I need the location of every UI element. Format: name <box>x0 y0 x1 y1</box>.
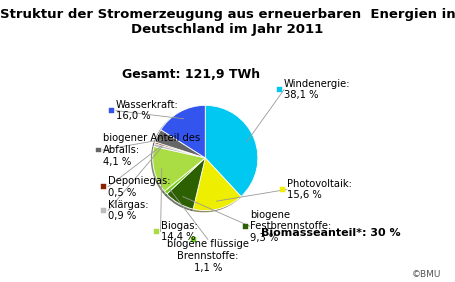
Text: biogener Anteil des
Abfalls:
4,1 %: biogener Anteil des Abfalls: 4,1 % <box>103 133 200 167</box>
Text: Biogas:
14,4 %: Biogas: 14,4 % <box>161 221 197 242</box>
Text: Photovoltaik:
15,6 %: Photovoltaik: 15,6 % <box>287 179 352 200</box>
Text: Gesamt: 121,9 TWh: Gesamt: 121,9 TWh <box>122 68 260 81</box>
Wedge shape <box>167 158 205 209</box>
Bar <box>101 208 106 213</box>
Text: Struktur der Stromerzeugung aus erneuerbaren  Energien in
Deutschland im Jahr 20: Struktur der Stromerzeugung aus erneuerb… <box>0 8 455 36</box>
Wedge shape <box>193 158 241 210</box>
Text: Wasserkraft:
16,0 %: Wasserkraft: 16,0 % <box>116 100 179 121</box>
Bar <box>154 229 159 234</box>
Text: Biomasseanteil*: 30 %: Biomasseanteil*: 30 % <box>261 228 400 238</box>
Wedge shape <box>205 105 258 197</box>
Text: Klärgas:
0,9 %: Klärgas: 0,9 % <box>108 200 148 221</box>
Text: Deponiegas:
0,5 %: Deponiegas: 0,5 % <box>108 176 171 198</box>
Wedge shape <box>165 158 205 194</box>
Text: biogene
Festbrennstoffe:
9,3 %: biogene Festbrennstoffe: 9,3 % <box>250 210 331 243</box>
Wedge shape <box>161 105 205 158</box>
Bar <box>96 148 101 152</box>
Text: Windenergie:
38,1 %: Windenergie: 38,1 % <box>284 79 351 100</box>
Bar <box>109 108 114 113</box>
Bar <box>101 184 106 189</box>
Wedge shape <box>155 142 205 158</box>
Bar <box>243 224 248 229</box>
Wedge shape <box>153 146 205 191</box>
Wedge shape <box>154 144 205 158</box>
Bar <box>278 87 282 92</box>
Text: ©BMU: ©BMU <box>412 270 441 279</box>
Wedge shape <box>155 130 205 158</box>
Bar <box>191 237 196 242</box>
Text: biogene flüssige
Brennstoffe:
1,1 %: biogene flüssige Brennstoffe: 1,1 % <box>167 239 249 273</box>
Bar <box>280 187 285 192</box>
